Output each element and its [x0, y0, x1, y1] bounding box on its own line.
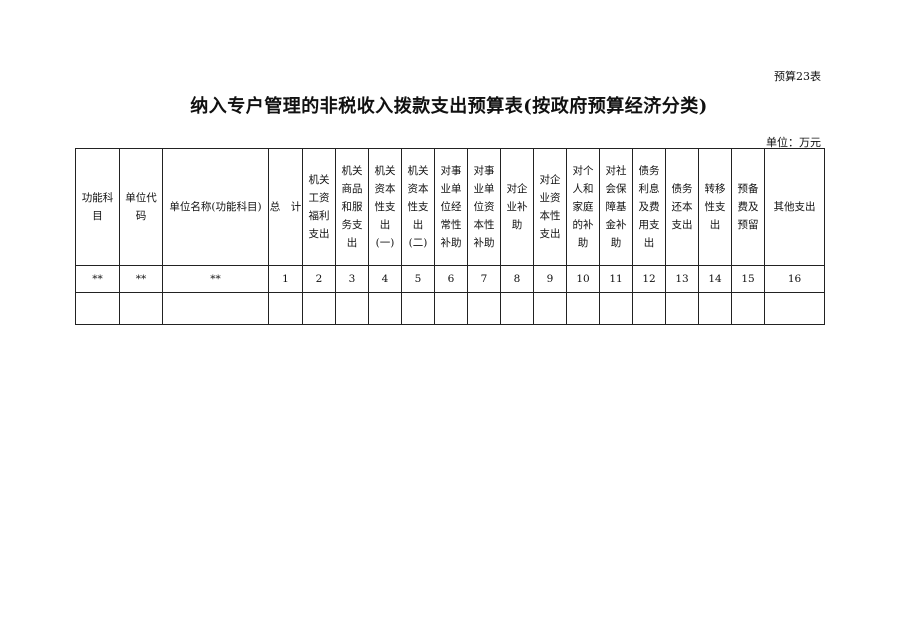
column-number: 7: [467, 265, 501, 293]
empty-cell: [434, 292, 468, 325]
column-header: 机关 资本 性支 出 (二): [401, 148, 435, 266]
empty-cell: [467, 292, 501, 325]
empty-row: [75, 292, 825, 325]
number-row: ** ** ** 1 2 3 4 5 6 7 8 9 10 11 12 13 14 15 16: [75, 265, 825, 293]
column-header: 对社 会保 障基 金补 助: [599, 148, 633, 266]
column-header: 机关 工资 福利 支出: [302, 148, 336, 266]
empty-cell: [119, 292, 163, 325]
empty-cell: [665, 292, 699, 325]
column-header: 单位代 码: [119, 148, 163, 266]
column-number: 2: [302, 265, 336, 293]
column-number: 8: [500, 265, 534, 293]
column-header: 机关 资本 性支 出 (一): [368, 148, 402, 266]
column-header: 总 计: [268, 148, 303, 266]
empty-cell: [500, 292, 534, 325]
column-number: **: [119, 265, 163, 293]
column-header: 转移 性支 出: [698, 148, 732, 266]
empty-cell: [268, 292, 303, 325]
column-number: 15: [731, 265, 765, 293]
column-number: **: [75, 265, 120, 293]
column-header: 机关 商品 和服 务支 出: [335, 148, 369, 266]
column-header: 功能科 目: [75, 148, 120, 266]
column-header: 对企 业资 本性 支出: [533, 148, 567, 266]
empty-cell: [162, 292, 269, 325]
empty-cell: [75, 292, 120, 325]
budget-table: 功能科 目单位代 码单位名称(功能科目) 总 计机关 工资 福利 支出 机关 商品 …: [75, 148, 825, 325]
empty-cell: [764, 292, 825, 325]
column-header: 债务 还本 支出: [665, 148, 699, 266]
empty-cell: [566, 292, 600, 325]
column-number: 12: [632, 265, 666, 293]
column-header: 债务 利息 及费 用支 出: [632, 148, 666, 266]
column-header: 单位名称(功能科目): [162, 148, 269, 266]
empty-cell: [731, 292, 765, 325]
column-header: 其他支出: [764, 148, 825, 266]
empty-cell: [599, 292, 633, 325]
empty-cell: [335, 292, 369, 325]
column-number: 16: [764, 265, 825, 293]
empty-cell: [632, 292, 666, 325]
empty-cell: [401, 292, 435, 325]
header-row: 功能科 目单位代 码单位名称(功能科目) 总 计机关 工资 福利 支出 机关 商品 …: [75, 148, 825, 266]
column-number: 3: [335, 265, 369, 293]
empty-cell: [368, 292, 402, 325]
column-header: 对企 业补 助: [500, 148, 534, 266]
empty-cell: [698, 292, 732, 325]
column-number: **: [162, 265, 269, 293]
column-header: 对事 业单 位资 本性 补助: [467, 148, 501, 266]
column-number: 1: [268, 265, 303, 293]
column-number: 5: [401, 265, 435, 293]
column-number: 9: [533, 265, 567, 293]
column-header: 对个 人和 家庭 的补 助: [566, 148, 600, 266]
column-number: 11: [599, 265, 633, 293]
column-number: 14: [698, 265, 732, 293]
table-number: 预算23表: [774, 70, 821, 83]
column-number: 4: [368, 265, 402, 293]
empty-cell: [533, 292, 567, 325]
column-number: 10: [566, 265, 600, 293]
unit-label: 单位：万元: [766, 136, 821, 149]
column-header: 预备 费及 预留: [731, 148, 765, 266]
column-number: 13: [665, 265, 699, 293]
empty-cell: [302, 292, 336, 325]
column-header: 对事 业单 位经 常性 补助: [434, 148, 468, 266]
page-title: 纳入专户管理的非税收入拨款支出预算表(按政府预算经济分类): [190, 96, 708, 117]
column-number: 6: [434, 265, 468, 293]
